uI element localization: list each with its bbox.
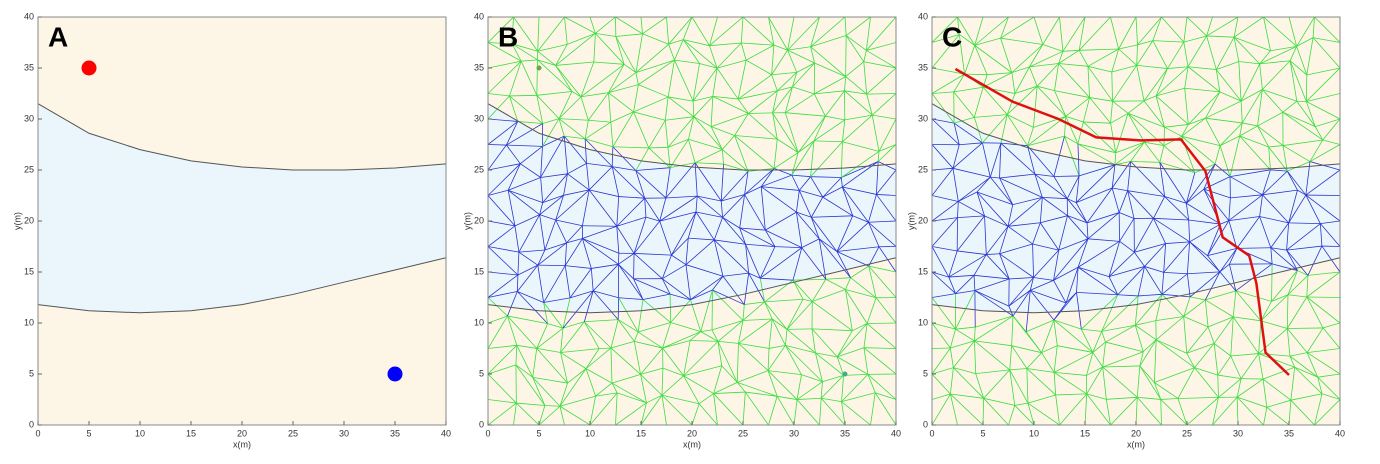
point [843,372,848,377]
y-tick-label: 10 [918,317,928,327]
y-tick-label: 5 [923,368,928,378]
y-tick-label: 25 [918,164,928,174]
x-tick-label: 35 [390,428,400,438]
y-tick-label: 25 [24,164,34,174]
x-tick-label: 0 [929,428,934,438]
point [82,61,97,76]
y-tick-label: 30 [474,113,484,123]
y-tick-label: 30 [24,113,34,123]
y-tick-label: 35 [918,62,928,72]
x-tick-label: 10 [1029,428,1039,438]
y-tick-label: 25 [474,164,484,174]
mesh-edge [1054,176,1079,177]
x-tick-label: 5 [536,428,541,438]
y-tick-label: 5 [29,368,34,378]
y-tick-label: 35 [24,62,34,72]
panel-label: A [48,21,68,52]
x-tick-label: 35 [840,428,850,438]
mesh-edge [846,36,847,77]
x-tick-label: 5 [86,428,91,438]
y-axis-label: y(m) [12,212,22,230]
x-tick-label: 40 [441,428,451,438]
mesh-edge [488,145,506,146]
x-tick-label: 30 [1233,428,1243,438]
y-tick-label: 15 [918,266,928,276]
x-tick-label: 15 [636,428,646,438]
y-tick-label: 20 [24,215,34,225]
mesh-edge [1272,264,1273,302]
x-tick-label: 25 [288,428,298,438]
y-tick-label: 20 [474,215,484,225]
y-tick-label: 5 [479,368,484,378]
x-tick-label: 30 [339,428,349,438]
panel: 0 5 10 15 20 25 30 35 40 0 5 10 15 20 25 30 35 40 x(m) y(m)… [462,11,901,449]
x-tick-label: 25 [738,428,748,438]
x-tick-label: 25 [1182,428,1192,438]
x-tick-label: 10 [585,428,595,438]
mesh-edge [1307,297,1340,298]
y-tick-label: 30 [918,113,928,123]
y-tick-label: 0 [29,419,34,429]
mesh-edge [867,323,896,324]
panel: 0 5 10 15 20 25 30 35 40 0 5 10 15 20 25 30 35 40 x(m) y(m)… [906,11,1345,449]
x-tick-label: 10 [135,428,145,438]
x-tick-label: 30 [789,428,799,438]
y-tick-label: 0 [479,419,484,429]
point [388,367,403,382]
y-axis-label: y(m) [462,212,472,230]
y-tick-label: 15 [474,266,484,276]
mesh-edge [965,74,988,75]
y-tick-label: 35 [474,62,484,72]
y-tick-label: 40 [474,11,484,21]
x-tick-label: 5 [980,428,985,438]
y-tick-label: 10 [474,317,484,327]
point [537,66,542,71]
panel-label: C [942,21,962,52]
y-tick-label: 20 [918,215,928,225]
x-tick-label: 40 [1335,428,1345,438]
mesh-edge [787,329,812,330]
y-tick-label: 40 [918,11,928,21]
x-tick-label: 20 [237,428,247,438]
y-tick-label: 15 [24,266,34,276]
x-tick-label: 0 [485,428,490,438]
x-tick-label: 20 [687,428,697,438]
x-axis-label: x(m) [233,439,251,449]
panel-label: B [498,21,518,52]
x-tick-label: 35 [1284,428,1294,438]
y-tick-label: 10 [24,317,34,327]
x-tick-label: 20 [1131,428,1141,438]
y-tick-label: 40 [24,11,34,21]
panel: 0 5 10 15 20 25 30 35 40 0 5 10 15 20 25 30 35 40 x(m) y(m)… [12,11,451,449]
x-axis-label: x(m) [683,439,701,449]
x-tick-label: 15 [186,428,196,438]
mesh-edge [582,226,616,227]
x-axis-label: x(m) [1127,439,1145,449]
y-axis-label: y(m) [906,212,916,230]
x-tick-label: 40 [891,428,901,438]
x-tick-label: 0 [35,428,40,438]
x-tick-label: 15 [1080,428,1090,438]
y-tick-label: 0 [923,419,928,429]
